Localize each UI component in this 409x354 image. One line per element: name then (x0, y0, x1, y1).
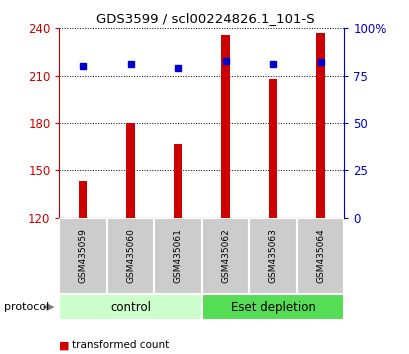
Text: protocol: protocol (4, 302, 49, 312)
Text: GSM435060: GSM435060 (126, 228, 135, 283)
Bar (59, 218, 107, 294)
Bar (249, 218, 296, 294)
Bar (201, 294, 344, 320)
Text: GSM435061: GSM435061 (173, 228, 182, 283)
Text: GSM435063: GSM435063 (268, 228, 277, 283)
Bar (107, 218, 154, 294)
Text: GSM435062: GSM435062 (220, 228, 229, 283)
Text: control: control (110, 301, 151, 314)
Bar (316, 33, 324, 218)
Bar (201, 218, 249, 294)
Text: GDS3599 / scl00224826.1_101-S: GDS3599 / scl00224826.1_101-S (95, 12, 314, 25)
Bar (221, 35, 229, 218)
Text: GSM435064: GSM435064 (315, 228, 324, 283)
Bar (126, 123, 135, 218)
Bar (296, 218, 344, 294)
Text: ■: ■ (59, 340, 70, 350)
Text: GSM435059: GSM435059 (79, 228, 88, 283)
Bar (59, 294, 201, 320)
Bar (173, 143, 182, 218)
Bar (268, 79, 277, 218)
Bar (154, 218, 201, 294)
Text: transformed count: transformed count (72, 340, 169, 350)
Bar (79, 181, 87, 218)
Text: Eset depletion: Eset depletion (230, 301, 315, 314)
